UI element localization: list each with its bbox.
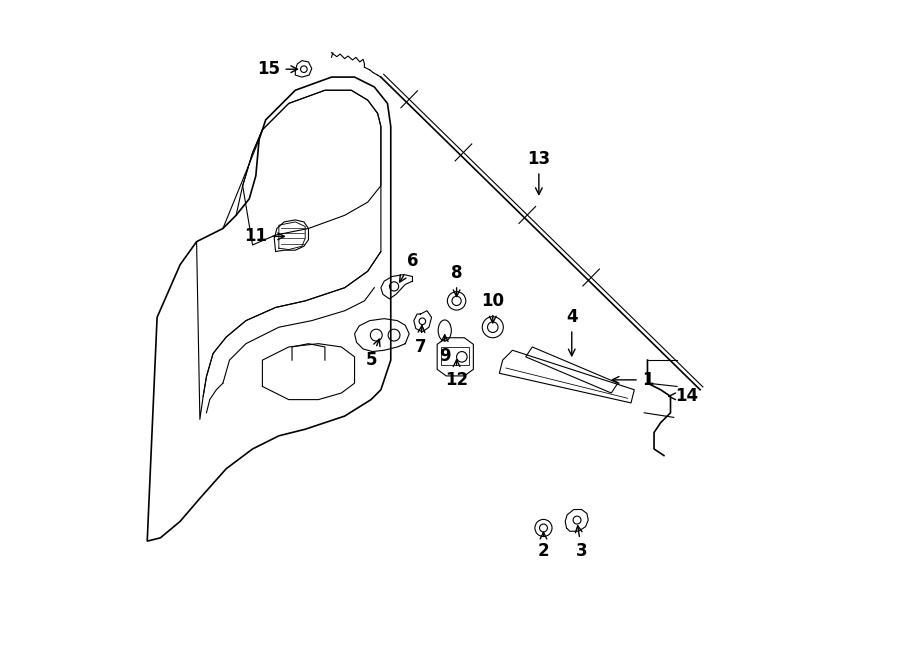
Text: 10: 10 [482, 292, 504, 323]
Text: 12: 12 [445, 360, 468, 389]
Text: 9: 9 [439, 335, 451, 364]
Text: 15: 15 [257, 60, 298, 78]
Text: 5: 5 [365, 339, 380, 369]
Text: 11: 11 [244, 227, 284, 245]
Text: 2: 2 [537, 532, 549, 560]
Text: 3: 3 [575, 525, 588, 560]
Text: 4: 4 [566, 308, 578, 356]
Text: 13: 13 [527, 150, 551, 194]
Text: 1: 1 [612, 371, 653, 389]
Text: 7: 7 [415, 326, 427, 356]
Text: 8: 8 [451, 264, 463, 297]
Text: 14: 14 [669, 387, 698, 405]
Text: 6: 6 [400, 253, 419, 282]
